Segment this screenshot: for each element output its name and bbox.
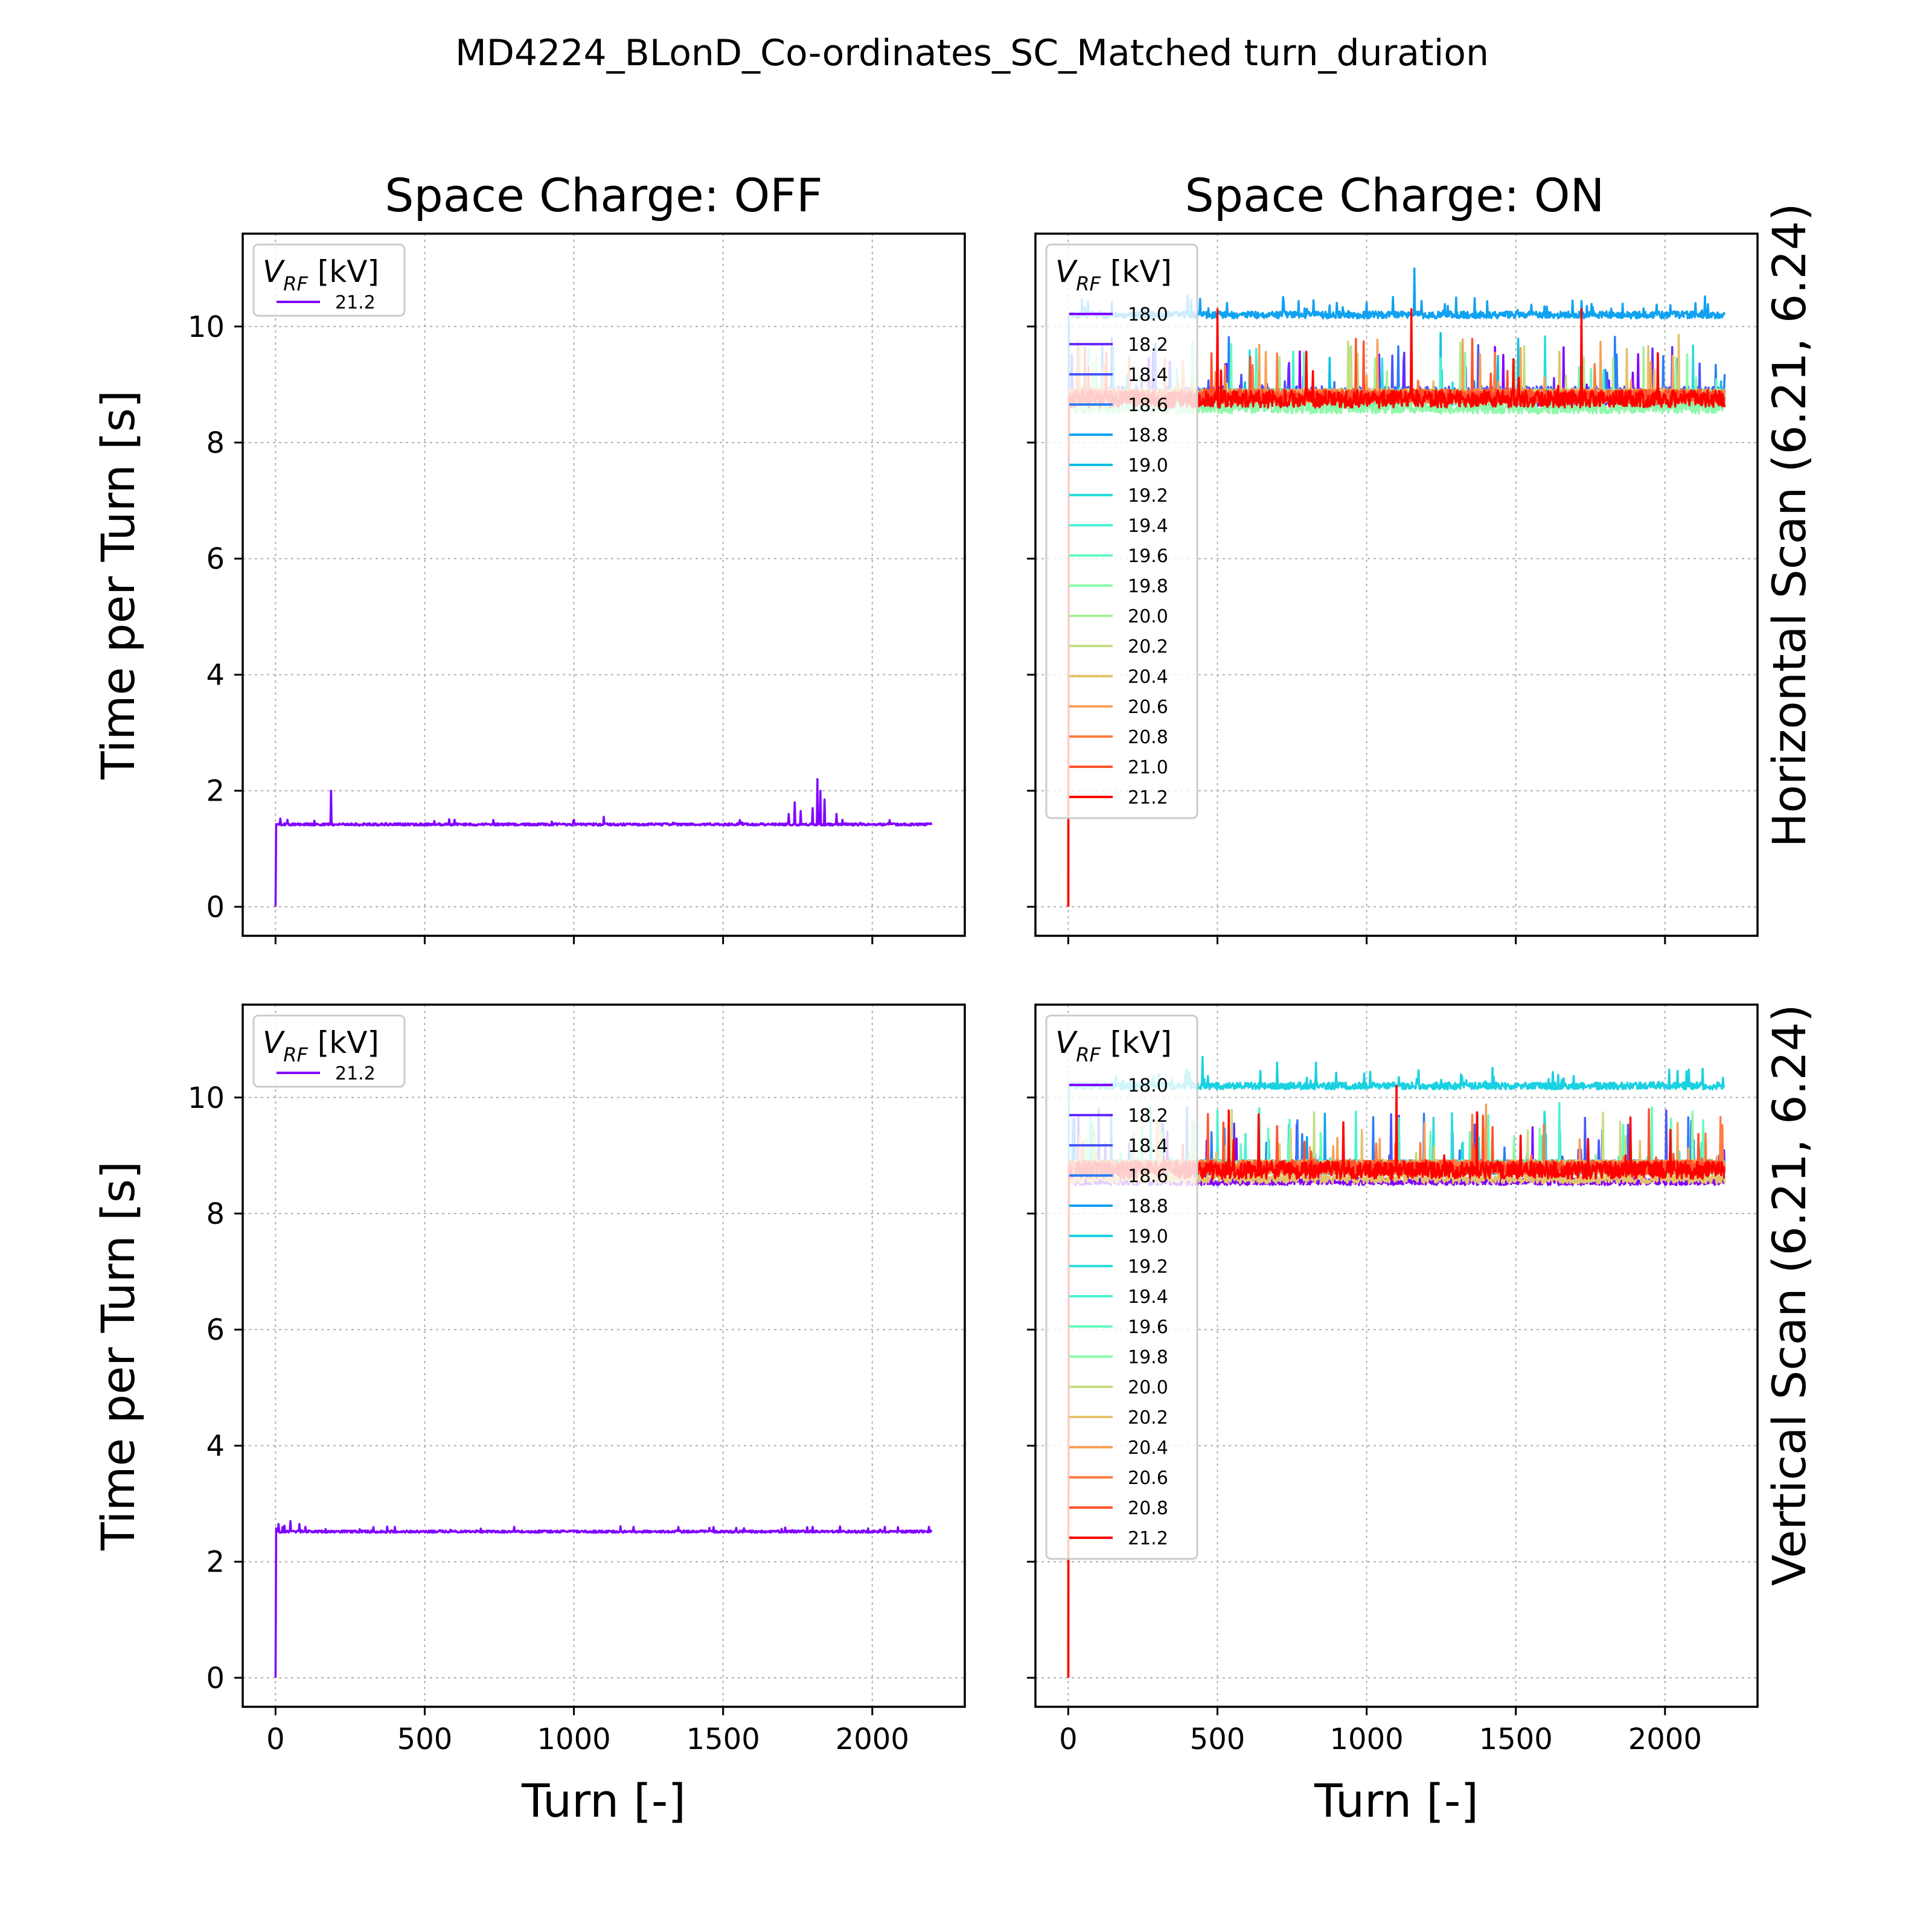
- legend-label-19-0: 19.0: [1128, 455, 1168, 476]
- legend-label-19-8: 19.8: [1128, 1347, 1168, 1368]
- column-title-sc-on: Space Charge: ON: [1185, 168, 1605, 222]
- legend-box: [1045, 1014, 1198, 1560]
- legend-label-18-2: 18.2: [1128, 1105, 1168, 1127]
- x-tick-label: 1500: [1479, 1722, 1553, 1756]
- y-tick-label: 4: [206, 1429, 225, 1463]
- legend-label-19-0: 19.0: [1128, 1226, 1168, 1247]
- x-tick-label: 500: [397, 1722, 453, 1756]
- y-tick-label: 2: [206, 775, 225, 808]
- legend-label-20-4: 20.4: [1128, 1438, 1168, 1459]
- legend-label-19-4: 19.4: [1128, 1287, 1168, 1308]
- axes-frame: [1034, 232, 1759, 937]
- legend-label-21-2: 21.2: [1128, 1528, 1168, 1549]
- x-tick-label: 0: [1059, 1722, 1078, 1756]
- legend: VRF [kV]21.2: [252, 243, 406, 317]
- axes-frame: [1034, 1003, 1759, 1708]
- panel-bottom-left: 0 500 1000 1500 2000 0 2 4 6 8 10 Time per Turn [s]…: [91, 1003, 966, 1828]
- legend-label-20-0: 20.0: [1128, 606, 1168, 627]
- legend-label-19-2: 19.2: [1128, 485, 1168, 507]
- legend-label-18-4: 18.4: [1128, 365, 1168, 386]
- y-tick-label: 8: [206, 1197, 225, 1231]
- legend: VRF [kV]21.2: [252, 1014, 406, 1088]
- x-axis-label: Turn [-]: [1314, 1774, 1479, 1828]
- series-line-21-2: [274, 1520, 933, 1678]
- legend-title: VRF [kV]: [263, 1025, 379, 1066]
- row-label-vertical-scan: Vertical Scan (6.21, 6.24): [1762, 1004, 1816, 1586]
- legend-label-19-8: 19.8: [1128, 576, 1168, 597]
- y-tick-label: 6: [206, 542, 225, 576]
- panel-top-left: 0 2 4 6 8 10 Time per Turn [s] VRF [kV]21.2: [91, 232, 966, 944]
- legend-label-20-2: 20.2: [1128, 636, 1168, 657]
- legend-label-19-4: 19.4: [1128, 516, 1168, 537]
- legend-label-18-4: 18.4: [1128, 1136, 1168, 1157]
- y-tick-label: 8: [206, 426, 225, 460]
- legend-label-20-0: 20.0: [1128, 1377, 1168, 1398]
- legend-label-20-2: 20.2: [1128, 1407, 1168, 1428]
- legend-label-20-6: 20.6: [1128, 1468, 1168, 1489]
- series-line-21-2: [274, 778, 933, 907]
- panel-top-right: VRF [kV] 18.0 18.2 18.4 18.6 18.8 19.0 19.2 19.4…: [1027, 232, 1759, 944]
- row-label-horizontal-scan: Horizontal Scan (6.21, 6.24): [1762, 203, 1816, 847]
- legend-label-18-8: 18.8: [1128, 425, 1168, 446]
- axes-frame: [242, 1003, 966, 1708]
- y-axis-label: Time per Turn [s]: [91, 390, 145, 780]
- legend-label-20-8: 20.8: [1128, 1498, 1168, 1519]
- x-tick-label: 1000: [537, 1722, 611, 1756]
- x-tick-label: 2000: [836, 1722, 909, 1756]
- legend-box: [252, 243, 406, 317]
- legend-label-19-6: 19.6: [1128, 546, 1168, 567]
- y-tick-label: 0: [206, 1662, 225, 1695]
- x-tick-label: 2000: [1628, 1722, 1702, 1756]
- legend-label-20-8: 20.8: [1128, 727, 1168, 748]
- legend-box: [252, 1014, 406, 1088]
- y-tick-label: 6: [206, 1313, 225, 1347]
- y-tick-label: 4: [206, 658, 225, 692]
- legend-title: VRF [kV]: [1055, 1025, 1172, 1066]
- legend-label-21-2: 21.2: [335, 292, 376, 313]
- x-tick-label: 1000: [1330, 1722, 1404, 1756]
- legend-label-19-2: 19.2: [1128, 1256, 1168, 1278]
- x-tick-label: 500: [1190, 1722, 1246, 1756]
- x-tick-label: 1500: [686, 1722, 760, 1756]
- legend-label-21-2: 21.2: [1128, 787, 1168, 808]
- legend-label-20-4: 20.4: [1128, 667, 1168, 688]
- y-tick-label: 2: [206, 1546, 225, 1579]
- figure-title: MD4224_BLonD_Co-ordinates_SC_Matched tur…: [455, 32, 1489, 74]
- legend-label-19-6: 19.6: [1128, 1317, 1168, 1338]
- column-title-sc-off: Space Charge: OFF: [385, 168, 823, 222]
- x-axis-label: Turn [-]: [521, 1774, 686, 1828]
- legend: VRF [kV] 18.0 18.2 18.4 18.6 18.8 19.0 19.2 19.4…: [1045, 243, 1198, 819]
- series-lines: [274, 1520, 933, 1678]
- legend-label-18-6: 18.6: [1128, 1166, 1168, 1187]
- y-axis-label: Time per Turn [s]: [91, 1161, 145, 1551]
- legend-label-20-6: 20.6: [1128, 697, 1168, 718]
- legend: VRF [kV] 18.0 18.2 18.4 18.6 18.8 19.0 19.2 19.4…: [1045, 1014, 1198, 1560]
- legend-label-21-2: 21.2: [335, 1063, 376, 1084]
- y-tick-label: 10: [188, 310, 225, 344]
- y-tick-label: 0: [206, 891, 225, 924]
- panel-bottom-right: 0 500 1000 1500 2000 Turn [-] VRF [kV] 18.0 18.2…: [1027, 1003, 1759, 1828]
- legend-label-18-8: 18.8: [1128, 1196, 1168, 1217]
- x-tick-label: 0: [266, 1722, 285, 1756]
- legend-label-18-0: 18.0: [1128, 1075, 1168, 1096]
- legend-label-18-2: 18.2: [1128, 334, 1168, 356]
- legend-box: [1045, 243, 1198, 819]
- legend-label-21-0: 21.0: [1128, 757, 1168, 778]
- legend-title: VRF [kV]: [1055, 254, 1172, 295]
- legend-title: VRF [kV]: [263, 254, 379, 295]
- y-tick-label: 10: [188, 1081, 225, 1115]
- legend-label-18-6: 18.6: [1128, 395, 1168, 416]
- legend-label-18-0: 18.0: [1128, 304, 1168, 325]
- axes-frame: [242, 232, 966, 937]
- series-lines: [274, 778, 933, 907]
